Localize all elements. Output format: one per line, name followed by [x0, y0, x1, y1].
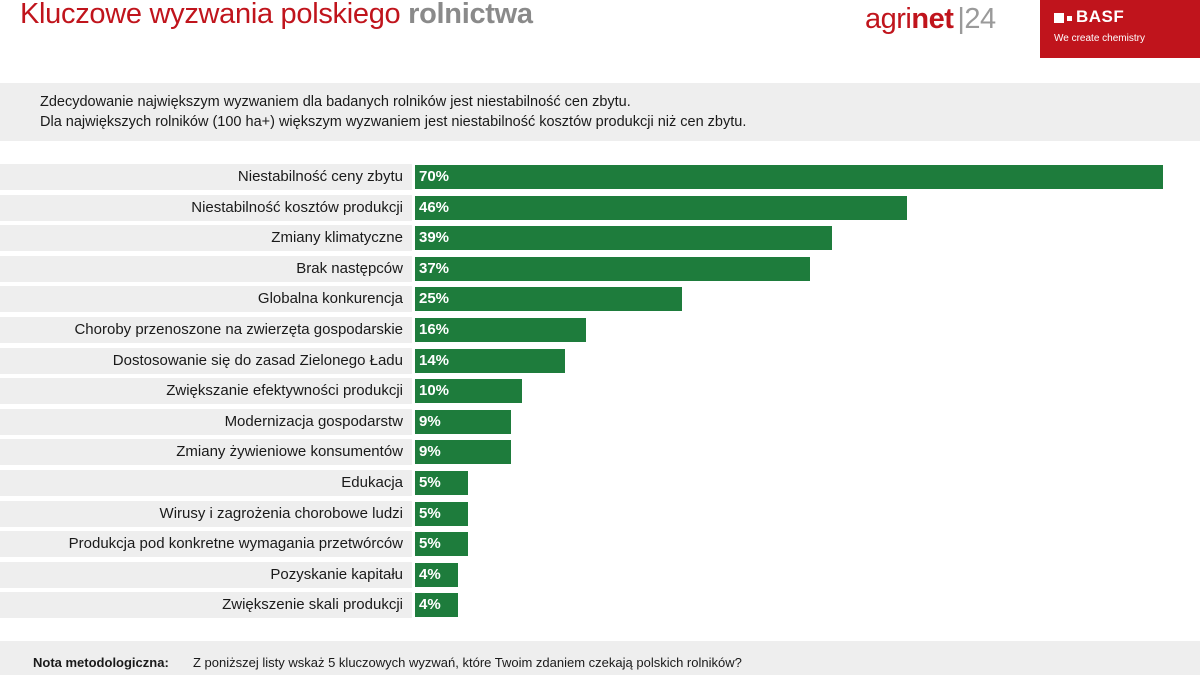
category-label: Pozyskanie kapitału	[270, 566, 403, 583]
row-background	[0, 286, 412, 312]
row-background	[0, 317, 412, 343]
category-label: Zwiększenie skali produkcji	[222, 596, 403, 613]
category-label: Zwiększanie efektywności produkcji	[166, 382, 403, 399]
row-background	[0, 562, 412, 588]
bar-value-label: 25%	[419, 290, 450, 307]
category-label: Brak następców	[296, 260, 403, 277]
bar-value-label: 4%	[419, 596, 441, 613]
basf-dot-icon	[1067, 16, 1072, 21]
bar	[415, 471, 468, 495]
bar-value-label: 37%	[419, 260, 450, 277]
bar-value-label: 46%	[419, 199, 450, 216]
category-label: Niestabilność kosztów produkcji	[191, 199, 403, 216]
bar	[415, 196, 907, 220]
category-label: Edukacja	[341, 474, 403, 491]
row-background	[0, 531, 412, 557]
bar	[415, 532, 468, 556]
category-label: Globalna konkurencja	[257, 290, 403, 307]
bar	[415, 502, 468, 526]
bar-value-label: 4%	[419, 566, 441, 583]
bar	[415, 257, 810, 281]
bar-value-label: 5%	[419, 505, 441, 522]
bar	[415, 226, 832, 250]
row-background	[0, 256, 412, 282]
bar-value-label: 10%	[419, 382, 450, 399]
bar-value-label: 70%	[419, 168, 450, 185]
bar	[415, 165, 1163, 189]
bar	[415, 563, 458, 587]
bar-value-label: 39%	[419, 229, 450, 246]
footer-text: Z poniższej listy wskaż 5 kluczowych wyz…	[193, 655, 742, 670]
bar	[415, 287, 682, 311]
bar	[415, 318, 586, 342]
agrinet-separator: |	[957, 3, 965, 35]
row-background	[0, 225, 412, 251]
row-background	[0, 164, 412, 190]
subheader-line-1: Zdecydowanie największym wyzwaniem dla b…	[40, 94, 631, 110]
basf-logo: BASF We create chemistry	[1040, 0, 1200, 58]
category-label: Choroby przenoszone na zwierzęta gospoda…	[74, 321, 403, 338]
basf-square-icon	[1054, 13, 1064, 23]
bar	[415, 593, 458, 617]
row-background	[0, 470, 412, 496]
title-bold: rolnictwa	[408, 0, 533, 30]
row-background	[0, 439, 412, 465]
agrinet-net: net	[911, 3, 954, 35]
category-label: Modernizacja gospodarstw	[224, 413, 403, 430]
agrinet-logo: agrinet |24	[865, 3, 996, 36]
row-background	[0, 378, 412, 404]
bar	[415, 379, 522, 403]
row-background	[0, 348, 412, 374]
category-label: Produkcja pod konkretne wymagania przetw…	[68, 535, 403, 552]
subheader-line-2: Dla największych rolników (100 ha+) więk…	[40, 114, 747, 130]
row-background	[0, 592, 412, 618]
bar-value-label: 5%	[419, 474, 441, 491]
footer-label: Nota metodologiczna:	[33, 655, 169, 670]
category-label: Dostosowanie się do zasad Zielonego Ładu	[112, 352, 403, 369]
bar-value-label: 14%	[419, 352, 450, 369]
row-background	[0, 501, 412, 527]
row-background	[0, 409, 412, 435]
category-label: Niestabilność ceny zbytu	[237, 168, 403, 185]
bar	[415, 349, 565, 373]
bar-value-label: 5%	[419, 535, 441, 552]
bar-value-label: 9%	[419, 413, 441, 430]
category-label: Wirusy i zagrożenia chorobowe ludzi	[159, 505, 403, 522]
subheader: Zdecydowanie największym wyzwaniem dla b…	[0, 83, 1200, 141]
page-title: Kluczowe wyzwania polskiego rolnictwa	[20, 0, 533, 31]
row-background	[0, 195, 412, 221]
bar-value-label: 16%	[419, 321, 450, 338]
basf-name: BASF	[1076, 7, 1125, 26]
title-light: Kluczowe wyzwania polskiego	[20, 0, 401, 30]
agrinet-agri: agri	[865, 3, 912, 35]
bar	[415, 440, 511, 464]
basf-tagline: We create chemistry	[1054, 33, 1145, 44]
category-label: Zmiany żywieniowe konsumentów	[176, 443, 403, 460]
footer: Nota metodologiczna: Z poniższej listy w…	[0, 641, 1200, 675]
bar-value-label: 9%	[419, 443, 441, 460]
category-label: Zmiany klimatyczne	[271, 229, 403, 246]
bar	[415, 410, 511, 434]
agrinet-number: 24	[964, 3, 996, 35]
